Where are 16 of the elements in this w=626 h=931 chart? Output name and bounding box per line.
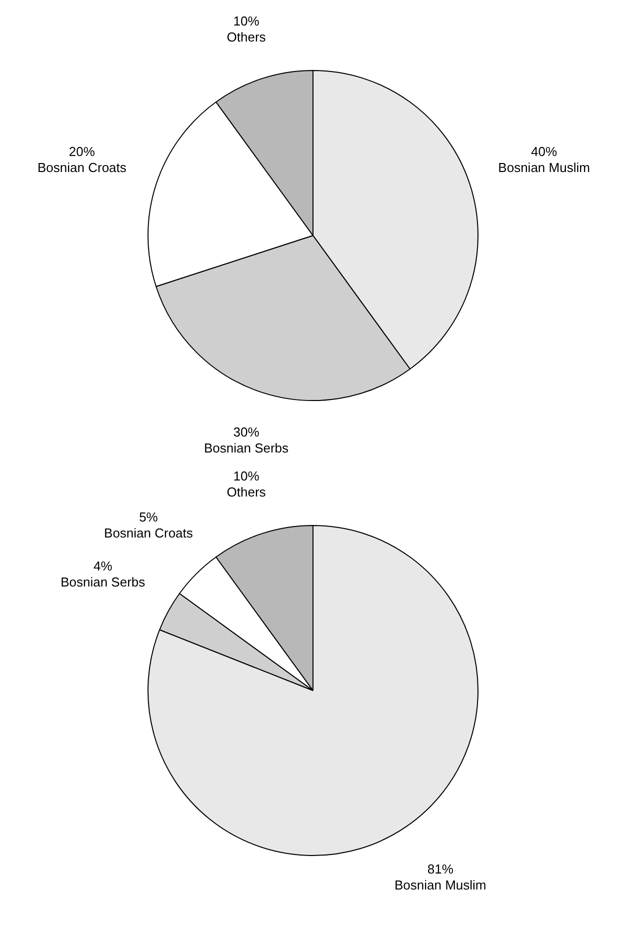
- slice-label: Others: [226, 30, 266, 45]
- data-label: 5%: [139, 510, 158, 525]
- data-label: 40%: [531, 144, 558, 160]
- data-label: 10%: [233, 14, 260, 29]
- data-label: 20%: [68, 144, 96, 160]
- slice-label: Bosnian Muslim: [498, 160, 590, 176]
- data-label: 10%: [233, 468, 260, 484]
- slice-label: Bosnian Serbs: [60, 574, 146, 590]
- data-label: 4%: [93, 558, 113, 574]
- slice-label: Bosnian Croats: [104, 526, 194, 541]
- slice-label: Others: [226, 484, 266, 500]
- slice-label: Bosnian Croats: [38, 160, 127, 176]
- slice-label: Bosnian Muslim: [394, 878, 486, 892]
- data-label: 81%: [427, 862, 454, 876]
- data-label: 30%: [233, 424, 260, 440]
- slice-label: Bosnian Serbs: [204, 440, 290, 456]
